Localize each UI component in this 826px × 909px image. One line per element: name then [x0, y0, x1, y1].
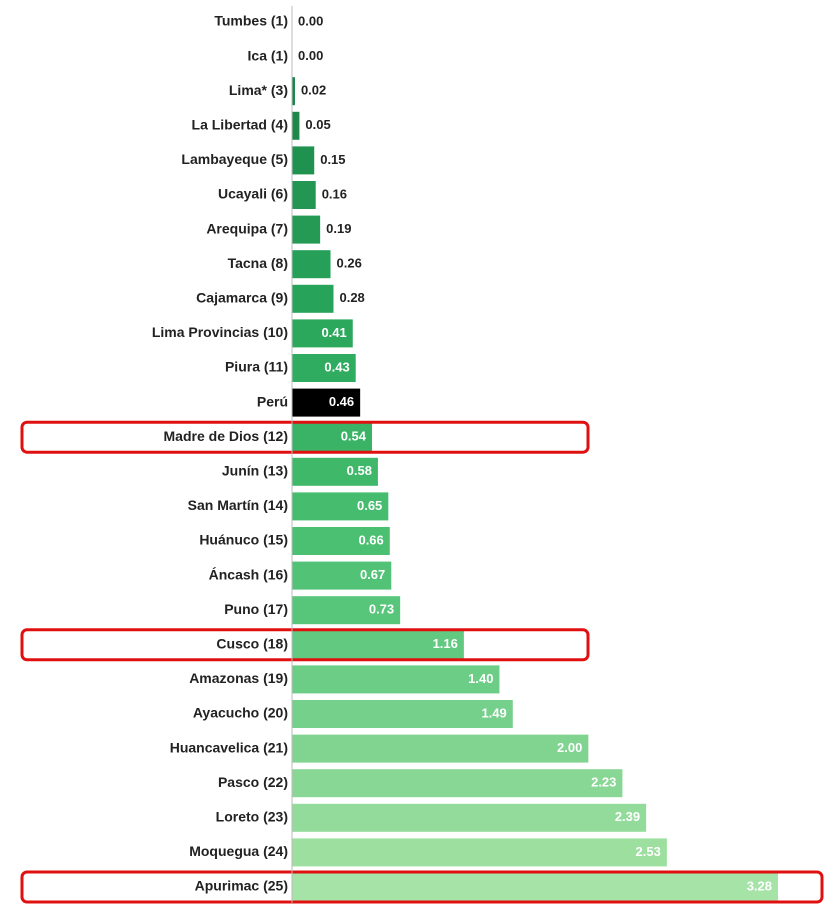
value-label: 0.73	[369, 602, 394, 617]
bar	[292, 734, 589, 763]
category-label: Moquegua (24)	[189, 843, 288, 859]
value-label: 0.16	[322, 186, 347, 201]
bar	[292, 838, 667, 867]
category-label: Tumbes (1)	[214, 13, 288, 29]
highlight-box	[20, 628, 590, 662]
category-label: Ica (1)	[248, 47, 288, 63]
category-label: Áncash (16)	[209, 566, 288, 582]
category-label: Huancavelica (21)	[170, 739, 288, 755]
bar	[292, 873, 778, 901]
category-label: Cajamarca (9)	[196, 290, 288, 306]
bar	[292, 700, 513, 728]
value-label: 1.40	[468, 671, 493, 686]
bar	[292, 630, 464, 659]
category-label: Piura (11)	[225, 359, 288, 375]
value-label: 0.43	[324, 359, 349, 374]
value-label: 0.65	[357, 498, 382, 513]
category-label: Tacna (8)	[228, 255, 288, 271]
value-label: 0.00	[298, 48, 323, 63]
category-label: Amazonas (19)	[189, 670, 288, 686]
value-label: 0.67	[360, 567, 385, 582]
value-label: 1.49	[481, 705, 506, 720]
bar	[292, 596, 401, 625]
category-label: Lima* (3)	[229, 82, 288, 98]
highlight-box	[20, 870, 824, 904]
value-label: 2.39	[615, 809, 640, 824]
value-label: 3.28	[747, 878, 772, 893]
category-label: Cusco (18)	[216, 636, 288, 652]
bar	[292, 388, 361, 417]
category-label: Madre de Dios (12)	[164, 428, 288, 444]
highlight-box	[20, 420, 590, 454]
bar	[292, 665, 500, 694]
category-label: Pasco (22)	[218, 774, 288, 790]
category-label: Huánuco (15)	[199, 532, 288, 548]
bar	[292, 77, 295, 106]
category-label: La Libertad (4)	[192, 117, 288, 133]
value-label: 0.41	[321, 325, 346, 340]
value-label: 0.46	[329, 394, 354, 409]
bar	[292, 457, 378, 486]
category-label: Lima Provincias (10)	[152, 324, 288, 340]
value-label: 0.28	[339, 290, 364, 305]
value-label: 0.54	[341, 429, 367, 444]
category-label: Arequipa (7)	[206, 220, 288, 236]
value-label: 0.19	[326, 221, 351, 236]
category-label: Ayacucho (20)	[193, 705, 288, 721]
value-label: 0.00	[298, 13, 323, 28]
category-label: Lambayeque (5)	[181, 151, 288, 167]
bar	[292, 181, 316, 209]
bar	[292, 319, 353, 348]
value-label: 0.58	[347, 463, 372, 478]
bar	[292, 803, 647, 832]
value-label: 0.05	[305, 117, 330, 132]
value-label: 0.66	[358, 532, 383, 547]
category-label: Ucayali (6)	[218, 186, 288, 202]
bar	[292, 215, 321, 244]
bar	[292, 423, 373, 452]
category-label: Puno (17)	[224, 601, 288, 617]
category-label: Perú	[257, 393, 288, 409]
bar	[292, 492, 389, 521]
bar	[292, 527, 390, 555]
bar	[292, 146, 315, 175]
value-label: 1.16	[433, 636, 458, 651]
bar	[292, 769, 623, 798]
category-label: Junín (13)	[222, 463, 288, 479]
category-label: San Martín (14)	[188, 497, 288, 513]
bar	[292, 250, 331, 279]
bar	[292, 354, 356, 382]
bar	[292, 284, 334, 313]
bar	[292, 561, 392, 590]
value-label: 0.26	[337, 256, 362, 271]
value-label: 0.15	[320, 152, 345, 167]
category-label: Apurimac (25)	[195, 878, 288, 894]
value-label: 2.53	[636, 844, 661, 859]
value-label: 2.23	[591, 775, 616, 790]
category-label: Loreto (23)	[216, 809, 288, 825]
value-label: 0.02	[301, 83, 326, 98]
value-label: 2.00	[557, 740, 582, 755]
bar	[292, 111, 300, 140]
